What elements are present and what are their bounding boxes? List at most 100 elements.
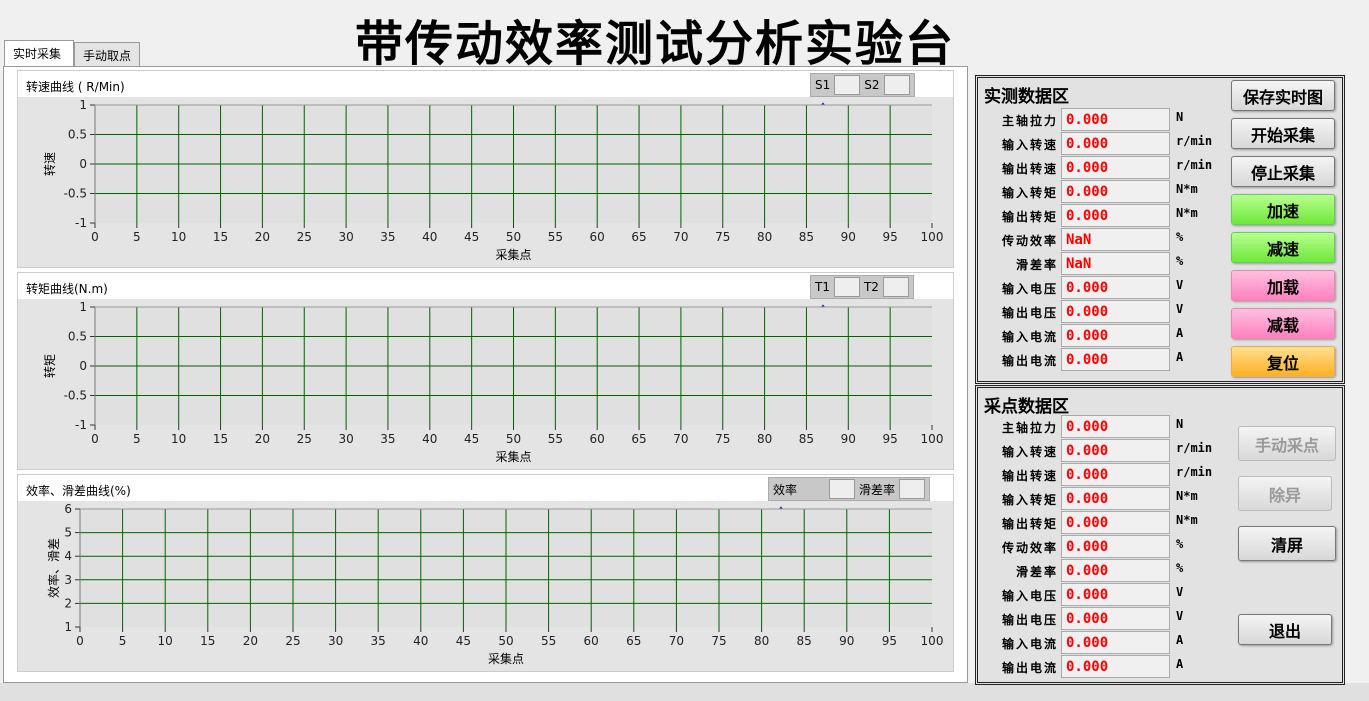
row-label: 输出电压	[1001, 613, 1058, 627]
x-tick-label: 95	[883, 432, 898, 446]
save-chart-button[interactable]: 保存实时图	[1231, 80, 1335, 111]
series2-swatch-icon[interactable]	[770, 479, 926, 521]
x-tick-label: 100	[921, 230, 944, 244]
speed-up-button[interactable]: 加速	[1231, 194, 1335, 225]
series1-swatch-icon[interactable]	[770, 479, 855, 521]
efficiency-plot: 0 5 10 15 20 25 30 35 40 45 50 55 60 65 70 75 80 85 90 95 10…	[46, 502, 943, 666]
speed-plot: 0 5 10 15 20 25 30 35 40 45 50 55 60 65 70 75 80 85 90 95 10…	[42, 98, 944, 262]
x-tick-label: 30	[328, 634, 343, 648]
x-tick-label: 40	[413, 634, 428, 648]
remove-outlier-button[interactable]: 除异	[1238, 476, 1332, 511]
unit-label: %	[1176, 537, 1184, 551]
reset-button[interactable]: 复位	[1231, 346, 1335, 377]
unit-label: N	[1176, 417, 1184, 431]
tab-realtime[interactable]: 实时采集	[4, 40, 74, 67]
row-label: 输入电压	[1001, 589, 1058, 603]
data-row: 输入转矩 0.000 N*m	[978, 180, 1218, 204]
x-tick-label: 15	[213, 230, 228, 244]
sample-data-panel: 采点数据区 主轴拉力 0.000 N 输入转速 0.000 r/min 输出转速 0.000 r…	[975, 385, 1345, 685]
x-tick-label: 95	[883, 230, 898, 244]
x-tick-label: 40	[422, 230, 437, 244]
speed-down-button[interactable]: 减速	[1231, 232, 1335, 263]
value-display: 0.000	[1061, 132, 1170, 155]
data-row: 主轴拉力 0.000 N	[978, 108, 1218, 132]
x-tick-label: 15	[200, 634, 215, 648]
row-label: 输出转速	[1001, 469, 1058, 483]
unit-label: %	[1176, 561, 1184, 575]
chart-legend[interactable]: T1 T2	[810, 275, 914, 319]
x-tick-label: 85	[799, 432, 814, 446]
unit-label: r/min	[1176, 158, 1213, 172]
y-tick-label: 1	[64, 620, 72, 634]
unit-label: A	[1176, 633, 1184, 647]
data-row: 滑差率 NaN%	[978, 252, 1218, 276]
unit-label: A	[1176, 657, 1184, 671]
x-tick-label: 75	[711, 634, 726, 648]
x-tick-label: 70	[673, 230, 688, 244]
y-tick-label: 1	[79, 98, 87, 112]
unit-label: A	[1176, 326, 1184, 340]
row-label: 输出电压	[1001, 306, 1058, 320]
chart-legend[interactable]: S1 S2	[810, 73, 915, 117]
x-tick-label: 80	[757, 432, 772, 446]
tab-manual[interactable]: 手动取点	[74, 42, 140, 66]
unit-label: V	[1176, 302, 1184, 316]
torque-chart: 转矩曲线(N.m) T1 T2 0 5 10 15 20 25 30 35 40 45 50 55 60…	[17, 272, 954, 470]
data-row: 输出电流 0.000 A	[978, 655, 1218, 679]
x-tick-label: 0	[76, 634, 84, 648]
y-tick-label: 5	[64, 526, 72, 540]
x-tick-label: 5	[133, 432, 141, 446]
chart-legend[interactable]: 效率 滑差率	[768, 477, 931, 521]
load-down-button[interactable]: 减载	[1231, 308, 1335, 339]
realtime-data-panel: 实测数据区 主轴拉力 0.000 N 输入转速 0.000 r/min 输出转速 0.000 r…	[975, 75, 1345, 384]
row-label: 输出转矩	[1001, 210, 1058, 224]
value-display: NaN	[1061, 228, 1170, 251]
x-tick-label: 50	[506, 230, 521, 244]
y-axis-label: 转矩	[42, 354, 57, 378]
x-tick-label: 45	[464, 432, 479, 446]
exit-button[interactable]: 退出	[1238, 614, 1332, 645]
load-up-button[interactable]: 加载	[1231, 270, 1335, 301]
row-label: 传动效率	[1001, 541, 1058, 555]
x-tick-label: 25	[297, 432, 312, 446]
x-tick-label: 60	[584, 634, 599, 648]
start-acquisition-button[interactable]: 开始采集	[1231, 118, 1335, 149]
unit-label: r/min	[1176, 465, 1213, 479]
x-tick-label: 35	[380, 230, 395, 244]
x-axis-label: 采集点	[495, 449, 531, 464]
data-row: 滑差率 0.000%	[978, 559, 1218, 583]
data-row: 输出电压 0.000 V	[978, 607, 1218, 631]
y-tick-label: 6	[64, 502, 72, 516]
series2-swatch-icon[interactable]	[812, 75, 910, 117]
value-display: 0.000	[1061, 348, 1170, 371]
unit-label: A	[1176, 350, 1184, 364]
value-display: 0.000	[1061, 583, 1170, 606]
panel-title: 实测数据区	[984, 87, 1069, 107]
x-tick-label: 95	[882, 634, 897, 648]
y-axis-label: 效率、滑差	[46, 538, 61, 598]
unit-label: r/min	[1176, 441, 1213, 455]
x-tick-label: 70	[673, 432, 688, 446]
series2-swatch-icon[interactable]	[812, 277, 909, 319]
row-label: 输入电流	[1001, 330, 1058, 344]
data-row: 输出转矩 0.000 N*m	[978, 511, 1218, 535]
legend-label: 效率	[773, 482, 798, 497]
manual-sample-button[interactable]: 手动采点	[1238, 426, 1336, 461]
value-display: 0.000	[1061, 535, 1170, 558]
x-tick-label: 65	[631, 230, 646, 244]
x-axis-label: 采集点	[495, 247, 531, 262]
value-display: 0.000	[1061, 559, 1170, 582]
data-row: 输出转矩 0.000 N*m	[978, 204, 1218, 228]
data-row: 输入转速 0.000 r/min	[978, 439, 1218, 463]
clear-screen-button[interactable]: 清屏	[1238, 526, 1336, 561]
x-tick-label: 65	[631, 432, 646, 446]
data-row: 输入转速 0.000 r/min	[978, 132, 1218, 156]
series1-swatch-icon[interactable]	[812, 75, 861, 117]
x-tick-label: 90	[841, 230, 856, 244]
row-label: 输入电流	[1001, 637, 1058, 651]
series1-swatch-icon[interactable]	[812, 277, 860, 319]
value-display: 0.000	[1061, 487, 1170, 510]
row-label: 滑差率	[1015, 258, 1058, 272]
unit-label: N*m	[1176, 182, 1198, 196]
stop-acquisition-button[interactable]: 停止采集	[1231, 156, 1335, 187]
